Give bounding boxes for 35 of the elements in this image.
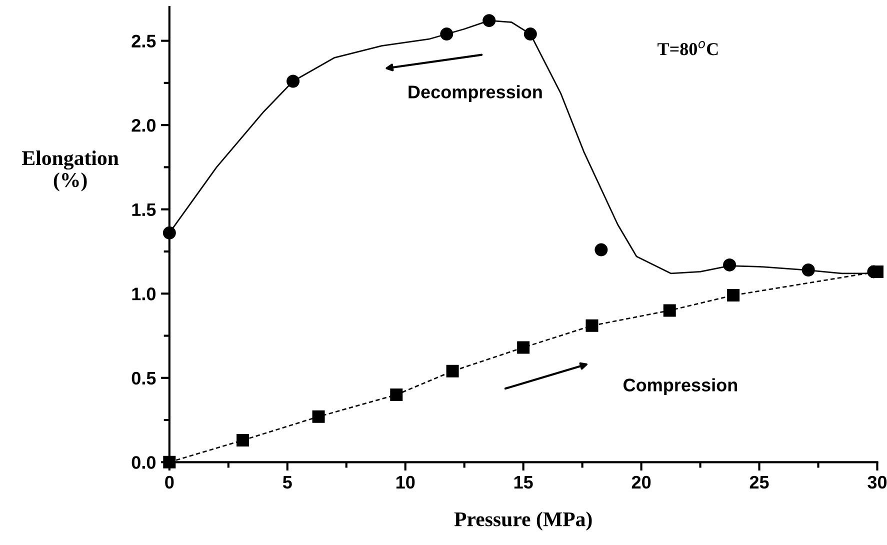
point xyxy=(517,341,530,354)
x-tick-label: 15 xyxy=(514,476,533,489)
y-tick-label: 0.0 xyxy=(132,456,156,469)
point xyxy=(236,434,250,446)
y-axis-title: Elongation (%) xyxy=(22,150,119,192)
x-tick-label: 5 xyxy=(282,476,292,489)
y-tick-label: 1.5 xyxy=(132,203,156,216)
point xyxy=(594,243,608,256)
point xyxy=(446,364,459,378)
point xyxy=(727,289,740,302)
annotation: Compression xyxy=(624,378,738,396)
point xyxy=(586,319,598,332)
annotation: Decompression xyxy=(408,85,542,102)
point xyxy=(440,28,454,41)
point xyxy=(312,410,325,423)
point xyxy=(390,388,403,401)
point xyxy=(870,265,884,278)
x-tick-label: 0 xyxy=(165,476,174,489)
x-tick-label: 20 xyxy=(632,476,651,489)
x-axis-title: Pressure (MPa) xyxy=(454,512,592,531)
y-tick-label: 1.0 xyxy=(132,288,156,300)
x-tick-label: 25 xyxy=(750,476,769,489)
annotation: T=80$^{o}$C xyxy=(658,41,718,56)
point xyxy=(286,74,300,88)
point xyxy=(802,264,815,277)
y-tick-label: 0.5 xyxy=(132,372,156,385)
point xyxy=(663,304,676,317)
point xyxy=(162,226,176,240)
point xyxy=(482,14,496,28)
x-tick-label: 30 xyxy=(868,476,887,489)
point xyxy=(723,258,736,272)
y-tick-label: 2.5 xyxy=(132,34,156,48)
x-tick-label: 10 xyxy=(396,476,415,489)
y-tick-label: 2.0 xyxy=(132,119,156,132)
point xyxy=(524,28,537,41)
